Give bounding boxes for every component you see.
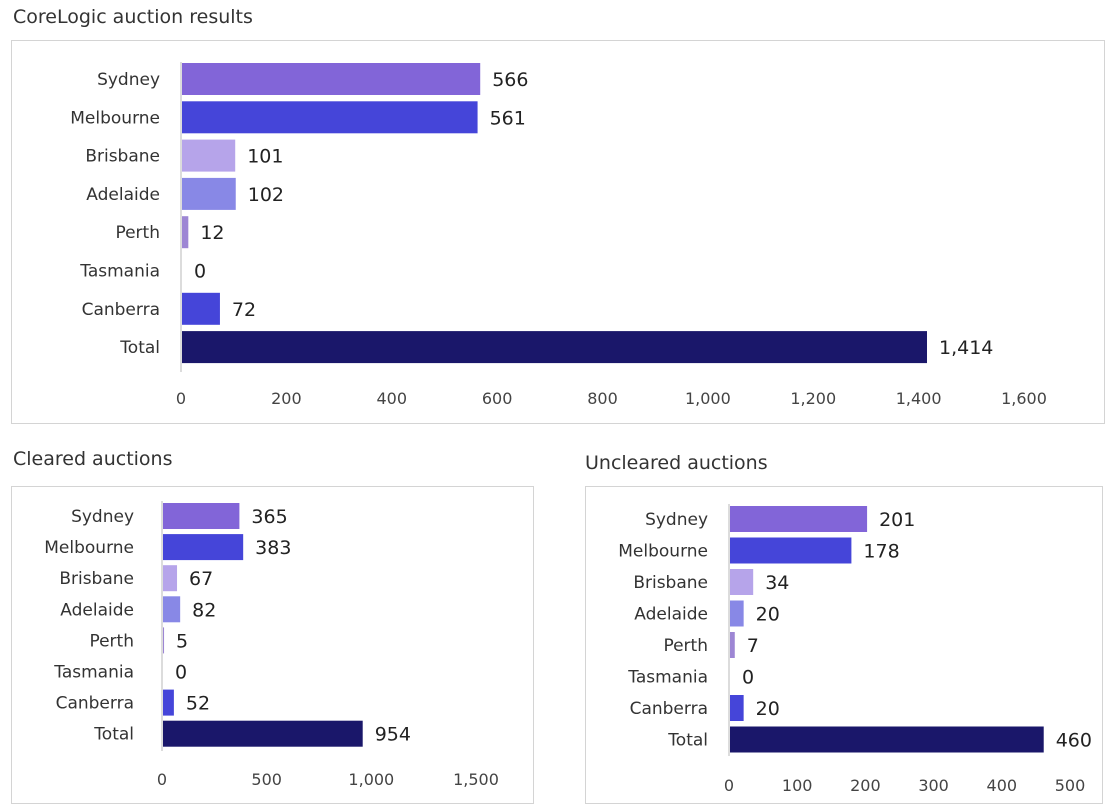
x-tick-label: 400 [987,776,1018,795]
data-label: 34 [765,572,789,594]
x-tick-label: 1,500 [453,770,499,789]
data-label: 365 [251,506,287,528]
category-label: Total [119,338,160,358]
bar-brisbane [182,139,236,172]
x-tick-label: 1,000 [685,389,731,408]
category-label: Melbourne [44,538,134,558]
data-label: 7 [747,635,759,657]
x-tick-label: 0 [724,776,734,795]
data-label: 12 [200,222,224,244]
bar-perth [182,216,189,249]
x-tick-label: 200 [850,776,881,795]
x-tick-label: 100 [782,776,813,795]
x-tick-label: 1,200 [790,389,836,408]
chart-frame-cleared-auctions [11,486,534,804]
category-label: Perth [663,636,708,656]
bar-total [730,726,1044,753]
category-label: Sydney [97,70,160,90]
category-label: Canberra [56,694,134,714]
category-label: Tasmania [627,668,708,688]
bar-sydney [163,503,240,529]
category-label: Canberra [630,699,708,719]
data-label: 20 [756,698,780,720]
data-label: 201 [879,509,915,531]
category-label: Brisbane [85,147,160,167]
bar-sydney [182,63,481,95]
x-tick-label: 600 [482,389,513,408]
category-label: Brisbane [633,573,708,593]
category-label: Sydney [645,510,708,530]
category-label: Adelaide [634,605,708,625]
bar-adelaide [730,600,744,627]
data-label: 383 [255,537,291,559]
data-label: 0 [194,261,206,283]
x-tick-label: 1,000 [348,770,394,789]
bar-brisbane [730,569,754,595]
data-label: 1,414 [939,337,993,359]
data-label: 460 [1056,730,1092,752]
category-label: Sydney [71,507,134,527]
data-label: 67 [189,568,213,590]
bar-melbourne [182,101,478,134]
category-label: Total [667,731,708,751]
category-label: Perth [115,223,160,243]
category-label: Adelaide [60,600,134,620]
category-label: Tasmania [79,262,160,282]
chart-frame-auction-results [11,40,1105,424]
chart-title-uncleared-auctions: Uncleared auctions [585,452,768,474]
category-label: Melbourne [70,108,160,128]
bar-sydney [730,506,868,532]
x-tick-label: 200 [271,389,302,408]
x-tick-label: 0 [176,389,186,408]
data-label: 954 [375,724,411,746]
data-label: 52 [186,693,210,715]
category-label: Brisbane [59,569,134,589]
data-label: 0 [175,662,187,684]
data-label: 102 [248,184,284,206]
bar-canberra [163,689,174,716]
bar-brisbane [163,565,178,592]
data-label: 5 [176,630,188,652]
x-tick-label: 800 [587,389,618,408]
x-tick-label: 1,600 [1001,389,1047,408]
bar-adelaide [163,596,181,623]
chart-frame-uncleared-auctions [585,486,1103,804]
category-label: Perth [89,631,134,651]
data-label: 20 [756,604,780,626]
chart-title-auction-results: CoreLogic auction results [13,6,253,28]
x-tick-label: 1,400 [896,389,942,408]
chart-title-cleared-auctions: Cleared auctions [13,448,173,470]
data-label: 82 [192,599,216,621]
data-label: 0 [742,667,754,689]
x-tick-label: 0 [157,770,167,789]
category-label: Canberra [82,300,160,320]
category-label: Adelaide [86,185,160,205]
bar-adelaide [182,177,236,210]
data-label: 566 [492,69,528,91]
x-tick-label: 500 [251,770,282,789]
x-tick-label: 300 [918,776,949,795]
bar-melbourne [730,537,852,564]
bar-canberra [182,292,220,325]
data-label: 72 [232,299,256,321]
category-label: Melbourne [618,542,708,562]
bar-total [182,331,928,364]
bar-perth [730,632,735,658]
data-label: 101 [247,146,283,168]
bar-melbourne [163,534,244,561]
category-label: Tasmania [53,663,134,683]
bar-canberra [730,695,744,721]
category-label: Total [93,725,134,745]
bar-perth [163,627,165,654]
data-label: 561 [490,107,526,129]
bar-total [163,720,363,747]
x-tick-label: 400 [376,389,407,408]
x-tick-label: 500 [1055,776,1086,795]
data-label: 178 [863,541,899,563]
